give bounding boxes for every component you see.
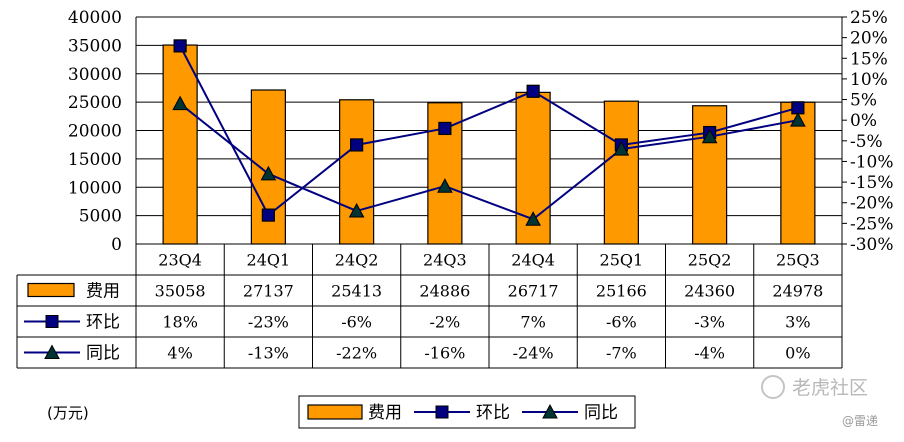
marker-qoq — [173, 39, 187, 53]
marker-qoq — [791, 101, 805, 115]
legend-key-square-icon — [45, 315, 59, 328]
watermark-text: 老虎社区 — [792, 377, 868, 399]
data-label: 25413 — [331, 282, 382, 301]
right-axis-tick-label: -5% — [850, 132, 883, 152]
legend-label: 费用 — [368, 403, 402, 423]
marker-yoy — [260, 165, 277, 181]
left-axis-tick-label: 10000 — [68, 178, 122, 198]
watermark-sub: @雷递 — [842, 414, 878, 428]
left-axis-tick-label: 5000 — [79, 207, 122, 227]
marker-yoy — [525, 211, 541, 226]
marker-qoq — [438, 121, 452, 136]
right-axis-tick-label: 0% — [850, 111, 877, 131]
data-label: 24886 — [419, 282, 470, 301]
data-label: -23% — [248, 313, 289, 332]
data-label: 18% — [162, 313, 198, 332]
data-label: 24360 — [684, 282, 735, 301]
watermark-logo-icon — [761, 375, 785, 399]
legend-square-icon — [435, 405, 449, 419]
right-axis-tick-label: -20% — [850, 194, 894, 214]
data-label: -22% — [336, 344, 377, 363]
legend-key-bar — [27, 282, 75, 298]
gridlines — [135, 16, 843, 244]
right-axis-tick-label: -15% — [850, 173, 894, 193]
left-axis-tick-label: 35000 — [68, 36, 122, 56]
line-yoy — [179, 102, 799, 221]
data-label: -3% — [694, 313, 725, 332]
category-label: 24Q3 — [423, 251, 467, 270]
right-axis-tick-label: 20% — [850, 29, 888, 49]
data-label: -2% — [429, 313, 460, 332]
category-label: 24Q2 — [335, 251, 379, 270]
data-label: -7% — [606, 344, 637, 363]
marker-yoy — [701, 128, 718, 144]
legend: 费用 环比 同比 — [298, 395, 636, 429]
marker-yoy — [172, 95, 188, 111]
bar-expense — [339, 99, 375, 245]
row-label: 费用 — [86, 282, 120, 302]
bar-expense — [162, 44, 198, 245]
data-label: 24978 — [772, 282, 823, 301]
right-axis-tick-label: 5% — [850, 91, 877, 111]
data-label: -6% — [606, 313, 637, 332]
data-label: 27137 — [243, 282, 294, 301]
data-label: -4% — [694, 344, 725, 363]
data-label: 26717 — [508, 282, 559, 301]
left-axis: 0 5000 10000 15000 20000 25000 30000 35000 40000 — [68, 8, 122, 255]
legend-key-triangle-icon — [44, 344, 60, 359]
marker-qoq — [526, 84, 540, 98]
data-label: -24% — [513, 344, 554, 363]
right-axis-tick-label: 10% — [850, 70, 888, 90]
marker-yoy — [437, 178, 453, 193]
category-label: 24Q1 — [247, 251, 291, 270]
legend-triangle-icon — [542, 403, 558, 419]
marker-qoq — [350, 138, 364, 152]
data-label: 7% — [520, 313, 545, 332]
left-axis-tick-label: 15000 — [68, 150, 122, 170]
data-label: 25166 — [596, 282, 647, 301]
data-label: 0% — [785, 344, 810, 363]
left-axis-tick-label: 40000 — [68, 8, 122, 28]
data-label: -13% — [248, 344, 289, 363]
bar-expense — [603, 100, 639, 245]
marker-yoy — [613, 141, 630, 156]
marker-yoy — [348, 202, 365, 218]
data-table: 23Q4 24Q1 24Q2 24Q3 24Q4 25Q1 25Q2 25Q3 费用 35058 2… — [16, 243, 843, 369]
right-axis-tick-label: -25% — [850, 214, 894, 234]
category-label: 23Q4 — [158, 251, 202, 270]
data-label: -6% — [341, 313, 372, 332]
data-label: 3% — [785, 313, 810, 332]
right-axis-tick-label: -10% — [850, 152, 894, 172]
unit-label: (万元) — [47, 404, 89, 422]
left-axis-tick-label: 0 — [111, 235, 122, 255]
row-label: 同比 — [86, 344, 120, 364]
category-label: 25Q2 — [688, 251, 732, 270]
data-label: 35058 — [155, 282, 206, 301]
right-axis-tick-label: -30% — [850, 235, 894, 255]
category-label: 25Q1 — [600, 251, 644, 270]
line-series — [172, 39, 806, 226]
legend-swatch-bar — [307, 404, 363, 420]
row-label: 环比 — [86, 313, 120, 333]
bars — [162, 44, 816, 245]
line-qoq — [179, 45, 799, 217]
legend-label: 环比 — [476, 403, 510, 423]
right-axis-tick-label: 25% — [850, 8, 888, 28]
right-axis-tick-label: 15% — [850, 49, 888, 69]
marker-yoy — [790, 112, 806, 127]
left-axis-tick-label: 30000 — [68, 65, 122, 85]
watermark: 老虎社区 @雷递 — [761, 375, 878, 428]
marker-qoq — [261, 208, 275, 222]
category-label: 25Q3 — [776, 251, 820, 270]
right-axis: -30%-25%-20%-15%-10%-5%0%5%10%15%20%25% — [842, 8, 894, 255]
left-axis-tick-label: 25000 — [68, 93, 122, 113]
category-label: 24Q4 — [511, 251, 555, 270]
legend-label: 同比 — [584, 403, 618, 423]
data-label: -16% — [424, 344, 465, 363]
left-axis-tick-label: 20000 — [68, 122, 122, 142]
data-label: 4% — [167, 344, 192, 363]
